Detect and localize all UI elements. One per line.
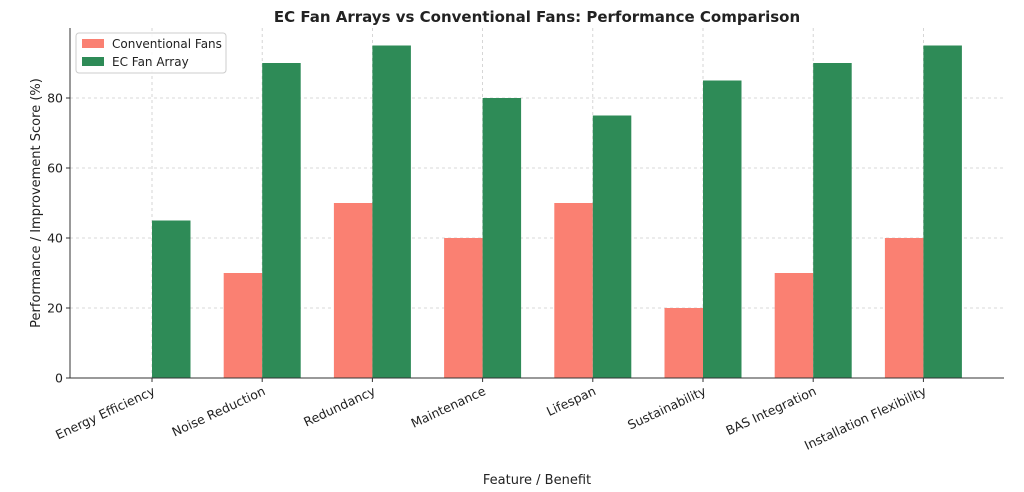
bar-ec-fan-array-installation-flexibility <box>923 45 962 378</box>
legend: Conventional Fans EC Fan Array <box>75 32 227 74</box>
bar-conventional-fans-redundancy <box>333 203 373 378</box>
axes <box>69 28 1004 379</box>
bar-ec-fan-array-noise-reduction <box>262 63 301 378</box>
y-tick-label: 60 <box>47 161 63 176</box>
bar-conventional-fans-maintenance <box>444 238 483 378</box>
bar-ec-fan-array-maintenance <box>482 98 522 378</box>
bar-conventional-fans-installation-flexibility <box>884 238 924 378</box>
bar-ec-fan-array-energy-efficiency <box>152 220 191 378</box>
x-tick-label-sustainability: Sustainability <box>625 383 709 433</box>
x-tick-label-redundancy: Redundancy <box>301 383 378 430</box>
y-tick-label: 20 <box>47 301 63 316</box>
bar-conventional-fans-lifespan <box>554 203 593 378</box>
legend-label-conventional-fans: Conventional Fans <box>112 37 222 51</box>
bar-ec-fan-array-redundancy <box>372 45 411 378</box>
bar-ec-fan-array-sustainability <box>703 80 742 378</box>
grid <box>70 28 1004 378</box>
x-ticks: Energy Efficiency Noise Reduction Redundan… <box>53 378 929 453</box>
x-tick-label-energy-efficiency: Energy Efficiency <box>53 383 158 442</box>
legend-swatch-ec-fan-array <box>82 57 104 66</box>
y-tick-label: 80 <box>47 91 63 106</box>
legend-box <box>75 32 227 74</box>
legend-label-ec-fan-array: EC Fan Array <box>112 55 189 69</box>
bar-ec-fan-array-lifespan <box>592 115 632 378</box>
y-ticks: 0 20 40 60 80 <box>47 91 70 386</box>
x-tick-label-noise-reduction: Noise Reduction <box>169 383 267 439</box>
x-axis-label: Feature / Benefit <box>483 473 591 488</box>
bar-ec-fan-array-bas-integration <box>813 63 852 378</box>
x-tick-label-maintenance: Maintenance <box>409 383 489 431</box>
y-tick-label: 40 <box>47 231 63 246</box>
y-axis-label: Performance / Improvement Score (%) <box>29 78 44 328</box>
chart-title: EC Fan Arrays vs Conventional Fans: Perf… <box>274 8 800 26</box>
y-tick-label: 0 <box>55 371 63 386</box>
x-tick-label-installation-flexibility: Installation Flexibility <box>802 383 929 453</box>
bars <box>152 45 962 378</box>
legend-swatch-conventional-fans <box>82 39 104 48</box>
x-tick-label-bas-integration: BAS Integration <box>723 383 818 438</box>
bar-conventional-fans-bas-integration <box>774 273 814 378</box>
bar-conventional-fans-noise-reduction <box>223 273 263 378</box>
x-tick-label-lifespan: Lifespan <box>544 383 598 419</box>
bar-conventional-fans-sustainability <box>664 308 703 378</box>
